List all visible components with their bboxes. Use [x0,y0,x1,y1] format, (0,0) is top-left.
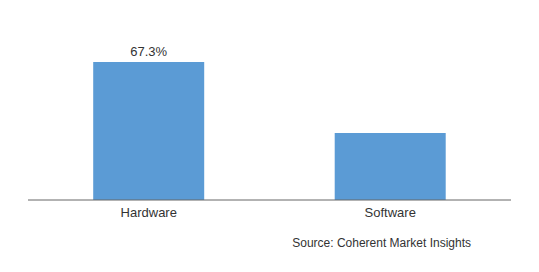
svg-text:Hardware: Hardware [121,205,177,220]
svg-text:67.3%: 67.3% [130,44,167,59]
html-text:Source: Coherent Market Insigh: Source: Coherent Market Insights [292,236,471,250]
svg-text:Software: Software [365,205,416,220]
